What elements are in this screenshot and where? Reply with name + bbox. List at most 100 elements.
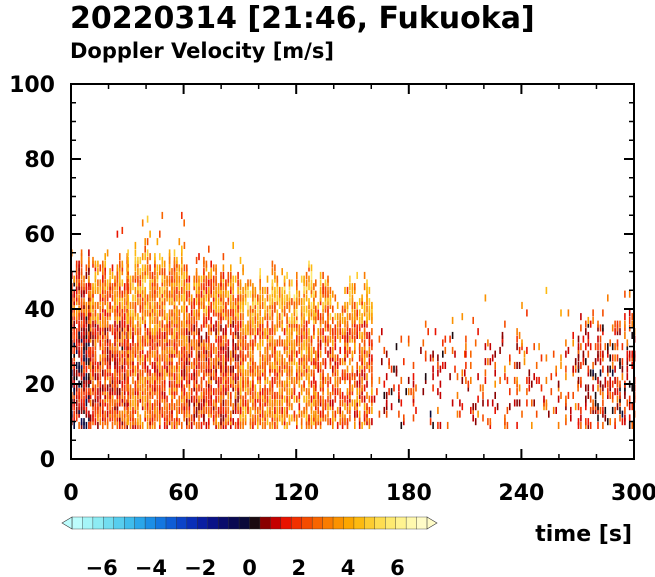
velocity-cell <box>271 418 274 426</box>
velocity-cell <box>116 343 119 351</box>
velocity-cell <box>119 373 121 381</box>
velocity-cell <box>303 328 305 336</box>
velocity-cell <box>361 316 363 324</box>
velocity-cell <box>271 335 274 343</box>
velocity-cell <box>144 264 146 272</box>
velocity-cell <box>171 380 173 388</box>
velocity-cell <box>127 316 129 324</box>
velocity-cell <box>237 301 239 309</box>
velocity-cell <box>363 414 366 422</box>
velocity-cell <box>346 346 349 354</box>
velocity-cell <box>183 365 186 373</box>
velocity-cell <box>159 230 161 238</box>
velocity-cell <box>183 354 186 362</box>
velocity-cell <box>465 361 467 369</box>
velocity-cell <box>178 290 181 298</box>
velocity-cell <box>127 373 129 381</box>
velocity-cell <box>366 373 368 381</box>
velocity-cell <box>327 320 329 328</box>
velocity-cell <box>249 418 252 426</box>
velocity-cell <box>291 350 293 358</box>
velocity-cell <box>230 283 232 291</box>
velocity-cell <box>385 373 388 381</box>
velocity-cell <box>296 365 298 373</box>
velocity-cell <box>227 309 230 317</box>
velocity-cell <box>264 421 266 429</box>
velocity-cell <box>161 324 164 332</box>
velocity-cell <box>354 373 356 381</box>
velocity-cell <box>513 399 516 407</box>
velocity-cell <box>161 298 164 306</box>
velocity-cell <box>577 361 580 369</box>
velocity-cell <box>472 403 474 411</box>
velocity-cell <box>161 290 164 298</box>
velocity-cell <box>242 358 244 366</box>
velocity-cell <box>121 346 124 354</box>
velocity-cell <box>261 388 264 396</box>
velocity-cell <box>234 313 237 321</box>
velocity-cell <box>577 354 580 362</box>
velocity-cell <box>126 305 128 313</box>
velocity-cell <box>276 339 279 347</box>
velocity-cell <box>344 335 346 343</box>
velocity-cell <box>85 365 88 373</box>
velocity-cell <box>210 260 212 268</box>
velocity-cell <box>227 399 230 407</box>
velocity-cell <box>97 388 99 396</box>
velocity-cell <box>151 328 154 336</box>
velocity-cell <box>313 395 315 403</box>
velocity-cell <box>274 290 276 298</box>
velocity-cell <box>94 410 97 418</box>
velocity-cell <box>599 350 602 358</box>
velocity-cell <box>94 264 97 272</box>
velocity-cell <box>442 350 444 358</box>
velocity-cell <box>178 399 181 407</box>
velocity-cell <box>356 395 358 403</box>
velocity-cell <box>99 418 102 426</box>
velocity-cell <box>137 339 139 347</box>
velocity-cell <box>119 335 121 343</box>
velocity-cell <box>242 264 244 272</box>
velocity-cell <box>111 343 114 351</box>
velocity-cell <box>296 301 298 309</box>
velocity-cell <box>144 245 146 253</box>
velocity-cell <box>398 410 400 418</box>
velocity-cell <box>183 335 186 343</box>
velocity-cell <box>132 361 134 369</box>
velocity-cell <box>319 384 322 392</box>
velocity-cell <box>123 320 126 328</box>
velocity-cell <box>329 298 332 306</box>
velocity-cell <box>198 290 200 298</box>
velocity-cell <box>329 294 332 302</box>
velocity-cell <box>176 399 178 407</box>
velocity-cell <box>300 418 303 426</box>
velocity-cell <box>92 365 94 373</box>
velocity-cell <box>296 418 298 426</box>
velocity-cell <box>178 376 181 384</box>
velocity-cell <box>83 365 85 373</box>
velocity-cell <box>432 350 434 358</box>
velocity-cell <box>298 406 301 414</box>
velocity-cell <box>222 369 225 377</box>
velocity-cell <box>574 365 577 373</box>
velocity-cell <box>528 369 531 377</box>
velocity-cell <box>109 301 111 309</box>
velocity-cell <box>390 403 393 411</box>
velocity-cell <box>109 376 111 384</box>
velocity-cell <box>412 373 415 381</box>
velocity-cell <box>611 324 614 332</box>
velocity-cell <box>99 410 102 418</box>
velocity-cell <box>257 395 259 403</box>
velocity-cell <box>371 373 373 381</box>
velocity-cell <box>99 279 102 287</box>
velocity-cell <box>346 391 349 399</box>
velocity-cell <box>137 328 139 336</box>
velocity-cell <box>141 283 144 291</box>
velocity-cell <box>269 406 271 414</box>
velocity-cell <box>266 324 269 332</box>
velocity-cell <box>324 290 327 298</box>
velocity-cell <box>146 365 149 373</box>
velocity-cell <box>264 354 266 362</box>
velocity-cell <box>616 354 619 362</box>
velocity-cell <box>83 313 85 321</box>
